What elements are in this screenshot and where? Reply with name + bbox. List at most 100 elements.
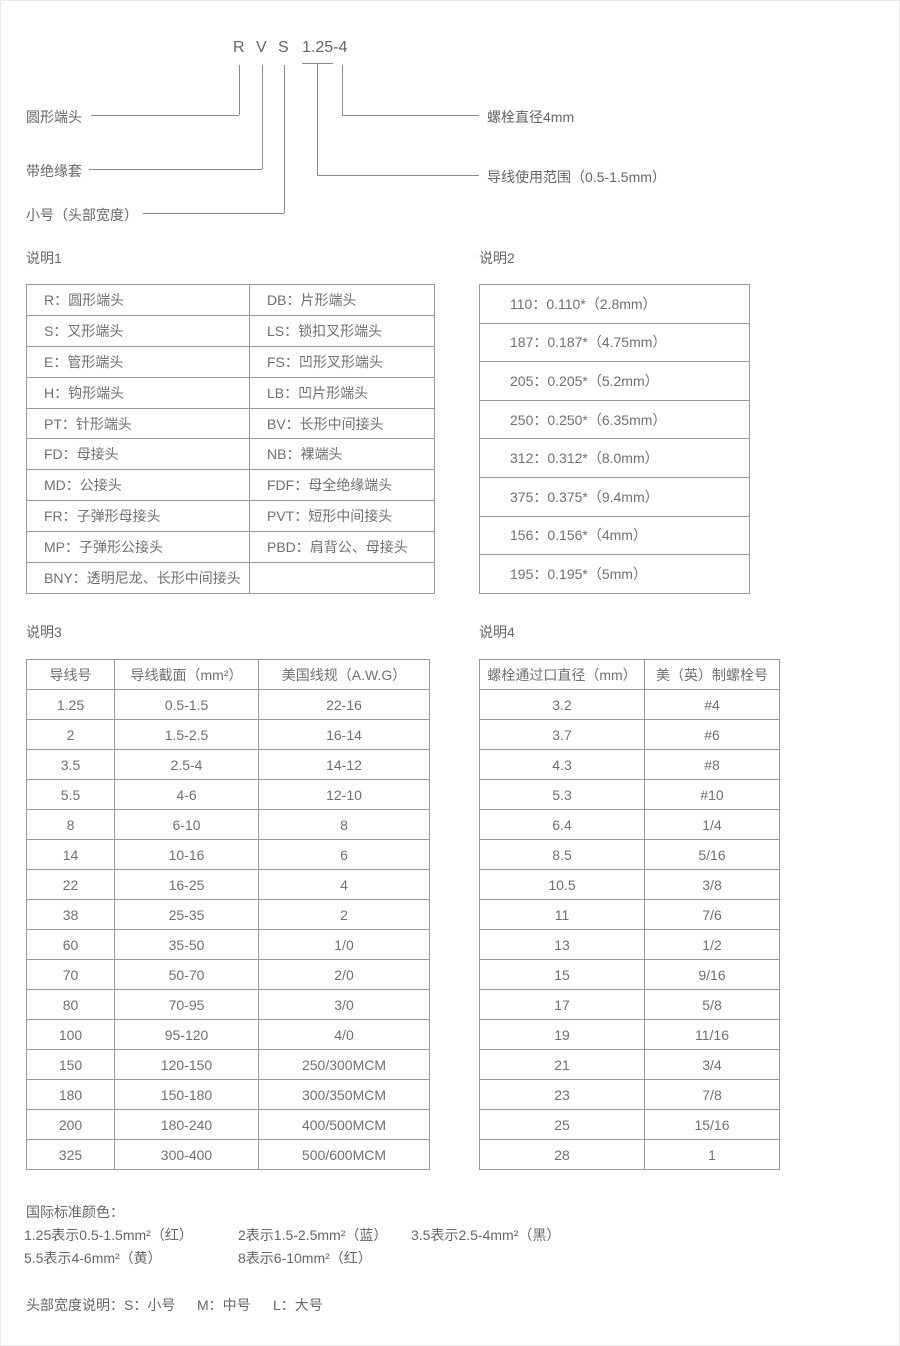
table-row: 19 11/16 xyxy=(479,1019,780,1050)
color-note-2: 2表示1.5-2.5mm²（蓝） xyxy=(238,1227,388,1243)
table-cell: S：叉形端头 xyxy=(26,314,250,347)
table-cell: 12-10 xyxy=(258,779,430,810)
table-row: E：管形端头 FS：凹形叉形端头 xyxy=(26,345,435,378)
table-cell: #6 xyxy=(644,719,780,750)
table-cell: 325 xyxy=(26,1139,115,1170)
table-cell: 23 xyxy=(479,1079,645,1110)
header-wire-number: 导线号 xyxy=(26,659,115,690)
table-cell: 70 xyxy=(26,959,115,990)
table-row: 60 35-50 1/0 xyxy=(26,929,430,960)
table-cell: 16-14 xyxy=(258,719,430,750)
color-note-5-5: 5.5表示4-6mm²（黄） xyxy=(24,1250,162,1266)
table-cell: 3.5 xyxy=(26,749,115,780)
table-cell: 70-95 xyxy=(114,989,259,1020)
table-cell: 25 xyxy=(479,1109,645,1140)
table-cell: 4/0 xyxy=(258,1019,430,1050)
table-row: 200 180-240 400/500MCM xyxy=(26,1109,430,1140)
table-cell: FS：凹形叉形端头 xyxy=(249,345,435,378)
table-cell: 14 xyxy=(26,839,115,870)
table-row: 5.3 #10 xyxy=(479,779,780,810)
color-standard-title: 国际标准颜色： xyxy=(26,1204,124,1220)
table-row: R：圆形端头 DB：片形端头 xyxy=(26,284,435,316)
table-cell: 180-240 xyxy=(114,1109,259,1140)
leader-v-vertical xyxy=(262,65,263,169)
table-row: H：钩形端头 LB：凹片形端头 xyxy=(26,376,435,409)
leader-s-vertical xyxy=(284,65,285,213)
table-cell: 5/16 xyxy=(644,839,780,870)
head-width-note-l: L：大号 xyxy=(273,1297,323,1313)
table-cell: E：管形端头 xyxy=(26,345,250,378)
bolt-size-table: 螺栓通过口直径（mm） 美（英）制螺栓号 3.2 #4 3.7 #6 4.3 #8 5.3 #… xyxy=(479,659,780,1170)
table-row: 5.5 4-6 12-10 xyxy=(26,779,430,810)
table-row: 100 95-120 4/0 xyxy=(26,1019,430,1050)
table-row: 4.3 #8 xyxy=(479,749,780,780)
wire-gauge-table: 导线号 导线截面（mm²） 美国线规（A.W.G） 1.25 0.5-1.5 22-… xyxy=(26,659,430,1170)
table-cell: 8.5 xyxy=(479,839,645,870)
table-cell: BV：长形中间接头 xyxy=(249,407,435,440)
table-cell: FR：子弹形母接头 xyxy=(26,500,250,533)
table-cell: 1/2 xyxy=(644,929,780,960)
color-note-3-5: 3.5表示2.5-4mm²（黑） xyxy=(411,1227,561,1243)
table-cell: 80 xyxy=(26,989,115,1020)
section-title-4: 说明4 xyxy=(479,624,515,640)
table-row: 21 3/4 xyxy=(479,1049,780,1080)
table-cell: 28 xyxy=(479,1139,645,1170)
table-cell: 5/8 xyxy=(644,989,780,1020)
table-row: 150 120-150 250/300MCM xyxy=(26,1049,430,1080)
table-cell: 3/4 xyxy=(644,1049,780,1080)
table-cell: BNY：透明尼龙、长形中间接头 xyxy=(26,562,250,594)
table-cell: PBD：肩背公、母接头 xyxy=(249,531,435,564)
table-cell: 22-16 xyxy=(258,689,430,720)
table-cell: 15 xyxy=(479,959,645,990)
table-row: S：叉形端头 LS：锁扣叉形端头 xyxy=(26,314,435,347)
table-cell: 1.5-2.5 xyxy=(114,719,259,750)
table-cell: 400/500MCM xyxy=(258,1109,430,1140)
table-row: 205：0.205*（5.2mm） xyxy=(479,361,750,401)
table-cell: 1.25 xyxy=(26,689,115,720)
table-cell: 38 xyxy=(26,899,115,930)
table-cell: #8 xyxy=(644,749,780,780)
table-cell: 17 xyxy=(479,989,645,1020)
table-row: MD：公接头 FDF：母全绝缘端头 xyxy=(26,469,435,502)
table-cell: 150 xyxy=(26,1049,115,1080)
table-row: 70 50-70 2/0 xyxy=(26,959,430,990)
table-cell: 13 xyxy=(479,929,645,960)
table-row: PT：针形端头 BV：长形中间接头 xyxy=(26,407,435,440)
table-row: 6.4 1/4 xyxy=(479,809,780,840)
table-cell: 250：0.250*（6.35mm） xyxy=(479,399,750,440)
table-row: 38 25-35 2 xyxy=(26,899,430,930)
table-cell: 150-180 xyxy=(114,1079,259,1110)
leader-bolt-horizontal xyxy=(342,115,479,116)
table-row: 3.5 2.5-4 14-12 xyxy=(26,749,430,780)
table-row: 22 16-25 4 xyxy=(26,869,430,900)
table-cell: 500/600MCM xyxy=(258,1139,430,1170)
table-cell: 8 xyxy=(258,809,430,840)
table-row: FD：母接头 NB：裸端头 xyxy=(26,438,435,471)
table-cell: 156：0.156*（4mm） xyxy=(479,515,750,556)
table-row: 25 15/16 xyxy=(479,1109,780,1140)
table-cell: 187：0.187*（4.75mm） xyxy=(479,322,750,363)
table-row: 10.5 3/8 xyxy=(479,869,780,900)
table-cell: 200 xyxy=(26,1109,115,1140)
table-cell: 3/8 xyxy=(644,869,780,900)
table-cell: 11/16 xyxy=(644,1019,780,1050)
label-round-terminal: 圆形端头 xyxy=(26,109,82,125)
table-row: 1.25 0.5-1.5 22-16 xyxy=(26,689,430,720)
table-cell: 50-70 xyxy=(114,959,259,990)
table-cell: 5.3 xyxy=(479,779,645,810)
table-cell: 7/6 xyxy=(644,899,780,930)
table-cell: 180 xyxy=(26,1079,115,1110)
table-cell: 10-16 xyxy=(114,839,259,870)
table-cell: 8 xyxy=(26,809,115,840)
table-row: 23 7/8 xyxy=(479,1079,780,1110)
table-header-row: 导线号 导线截面（mm²） 美国线规（A.W.G） xyxy=(26,659,430,690)
table-cell: 195：0.195*（5mm） xyxy=(479,554,750,594)
table-row: 8 6-10 8 xyxy=(26,809,430,840)
table-row: 80 70-95 3/0 xyxy=(26,989,430,1020)
leader-s-horizontal xyxy=(143,213,284,214)
leader-r-horizontal xyxy=(91,115,239,116)
table-cell: FDF：母全绝缘端头 xyxy=(249,469,435,502)
table-row: 312：0.312*（8.0mm） xyxy=(479,438,750,478)
table-cell xyxy=(249,562,435,594)
table-cell: 7/8 xyxy=(644,1079,780,1110)
